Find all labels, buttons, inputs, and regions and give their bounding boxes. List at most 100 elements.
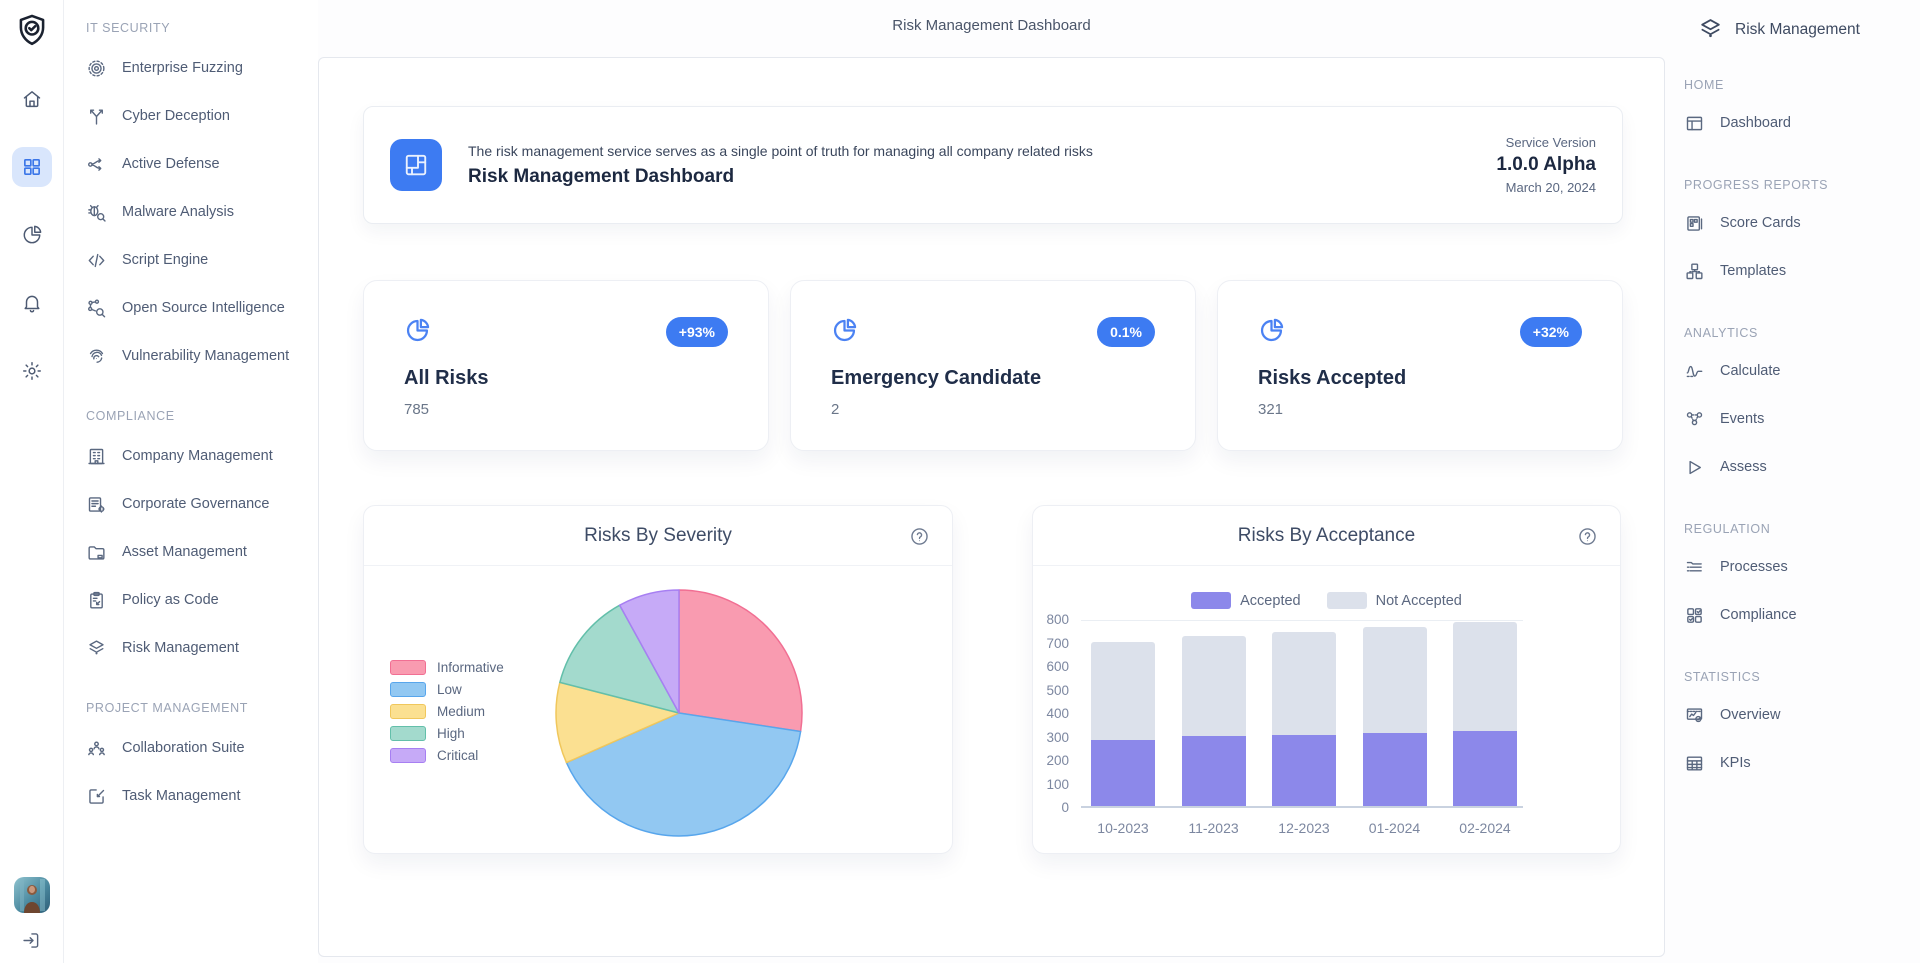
pie-legend-swatch bbox=[390, 682, 426, 697]
kpis-icon bbox=[1684, 753, 1705, 774]
sidebar-item-open-source-intelligence[interactable]: Open Source Intelligence bbox=[86, 284, 318, 332]
rail-button-gear[interactable] bbox=[12, 351, 52, 391]
target-icon bbox=[86, 58, 107, 79]
rightnav-item-templates[interactable]: Templates bbox=[1684, 247, 1920, 295]
rail-button-apps-grid[interactable] bbox=[11, 147, 52, 187]
sidebar-item-label: Task Management bbox=[122, 788, 241, 804]
pie-legend-item: Low bbox=[390, 682, 504, 697]
sidebar-item-label: Script Engine bbox=[122, 252, 209, 268]
rightnav-item-overview[interactable]: Overview bbox=[1684, 691, 1920, 739]
sidebar-item-cyber-deception[interactable]: Cyber Deception bbox=[86, 92, 318, 140]
pie-slice-high bbox=[559, 604, 680, 714]
help-icon[interactable] bbox=[909, 526, 930, 547]
bar-01-2024 bbox=[1362, 626, 1427, 806]
help-icon[interactable] bbox=[1577, 526, 1598, 547]
sidebar-item-risk-management[interactable]: Risk Management bbox=[86, 624, 318, 672]
avatar[interactable] bbox=[13, 877, 50, 913]
stat-value: 785 bbox=[404, 401, 430, 418]
sidebar-item-asset-management[interactable]: Asset Management bbox=[86, 528, 318, 576]
pie-legend-label: Medium bbox=[437, 704, 486, 719]
stat-title: Emergency Candidate bbox=[831, 367, 1042, 389]
sidebar-item-label: Collaboration Suite bbox=[122, 740, 245, 756]
sidebar-item-enterprise-fuzzing[interactable]: Enterprise Fuzzing bbox=[86, 44, 318, 92]
bar-segment-not-accepted bbox=[1091, 641, 1155, 741]
bar-chart-header: Risks By Acceptance bbox=[1033, 506, 1620, 566]
rightnav-section-label: REGULATION bbox=[1684, 522, 1771, 536]
rightnav-item-assess[interactable]: Assess bbox=[1684, 443, 1920, 491]
rail-button-home[interactable] bbox=[12, 79, 52, 119]
pie-chart-title: Risks By Severity bbox=[584, 524, 732, 546]
logout-button[interactable] bbox=[15, 923, 49, 957]
pie-chart-header: Risks By Severity bbox=[364, 506, 952, 566]
rightnav-item-label: Score Cards bbox=[1720, 215, 1801, 231]
sidebar-item-collaboration-suite[interactable]: Collaboration Suite bbox=[86, 724, 318, 772]
bar-y-tick-label: 200 bbox=[1046, 753, 1069, 768]
rightnav-item-dashboard[interactable]: Dashboard bbox=[1684, 99, 1920, 147]
rightnav-section: ANALYTICS Calculate Events Assess bbox=[1684, 325, 1920, 491]
bar-legend-item: Not Accepted bbox=[1326, 592, 1462, 609]
sidebar-item-company-management[interactable]: Company Management bbox=[86, 432, 318, 480]
bar-segment-not-accepted bbox=[1362, 626, 1427, 733]
bar-y-tick-label: 100 bbox=[1046, 776, 1069, 792]
rightnav-item-compliance[interactable]: Compliance bbox=[1684, 591, 1920, 639]
assess-icon bbox=[1684, 457, 1705, 478]
service-version-block: Service Version 1.0.0 Alpha March 20, 20… bbox=[1496, 135, 1596, 195]
pie-chart-icon bbox=[1258, 317, 1285, 344]
rightnav-item-label: Events bbox=[1720, 411, 1765, 427]
folder-icon bbox=[86, 542, 107, 563]
rightnav-item-kpis[interactable]: KPIs bbox=[1684, 739, 1920, 787]
pie-legend-label: Critical bbox=[437, 748, 479, 763]
bar-10-2023 bbox=[1091, 641, 1155, 806]
bar-x-tick-label: 02-2024 bbox=[1459, 820, 1511, 836]
sidebar-item-corporate-governance[interactable]: Corporate Governance bbox=[86, 480, 318, 528]
sidebar-item-label: Malware Analysis bbox=[122, 204, 235, 220]
bar-legend-swatch bbox=[1191, 592, 1232, 609]
pie-legend: Informative Low Medium High Critical bbox=[390, 660, 504, 770]
stats-row: +93% All Risks 785 0.1% Emergency Candidate 2… bbox=[363, 280, 1623, 451]
stat-card-all-risks: +93% All Risks 785 bbox=[363, 280, 769, 451]
hero-description: The risk management service serves as a … bbox=[468, 142, 1093, 159]
bar-legend-item: Accepted bbox=[1191, 592, 1301, 609]
logo-shield-icon bbox=[14, 12, 50, 48]
rightnav-item-score-cards[interactable]: Score Cards bbox=[1684, 199, 1920, 247]
rightnav-item-processes[interactable]: Processes bbox=[1684, 543, 1920, 591]
rightnav-item-label: Dashboard bbox=[1720, 115, 1791, 131]
rightnav-section: STATISTICS Overview KPIs bbox=[1684, 669, 1920, 787]
stat-card-risks-accepted: +32% Risks Accepted 321 bbox=[1217, 280, 1623, 451]
hero-card: The risk management service serves as a … bbox=[363, 106, 1623, 224]
score-cards-icon bbox=[1684, 213, 1705, 234]
bar-segment-accepted bbox=[1362, 732, 1427, 806]
layers-eye-icon bbox=[1697, 16, 1724, 43]
sidebar-item-active-defense[interactable]: Active Defense bbox=[86, 140, 318, 188]
sidebar-item-vulnerability-management[interactable]: Vulnerability Management bbox=[86, 332, 318, 380]
sidebar-item-label: Policy as Code bbox=[122, 592, 219, 608]
sidebar-item-script-engine[interactable]: Script Engine bbox=[86, 236, 318, 284]
pie-chart-body: Informative Low Medium High Critical bbox=[364, 566, 952, 853]
document-gear-icon bbox=[86, 494, 107, 515]
icon-rail bbox=[0, 0, 64, 963]
pie-slice-medium bbox=[555, 681, 680, 764]
sidebar-item-malware-analysis[interactable]: Malware Analysis bbox=[86, 188, 318, 236]
service-version-value: 1.0.0 Alpha bbox=[1496, 154, 1596, 175]
rightnav-item-label: Templates bbox=[1720, 263, 1787, 279]
hero-title: Risk Management Dashboard bbox=[468, 165, 735, 187]
rightnav-item-events[interactable]: Events bbox=[1684, 395, 1920, 443]
logout-icon bbox=[21, 930, 42, 951]
pie-legend-label: Low bbox=[437, 682, 462, 697]
sidebar-section-label: PROJECT MANAGEMENT bbox=[86, 701, 248, 715]
sidebar-section-label: COMPLIANCE bbox=[86, 409, 175, 423]
rail-button-bell[interactable] bbox=[12, 283, 52, 323]
pie-slice-low bbox=[565, 712, 802, 837]
sidebar-item-policy-as-code[interactable]: Policy as Code bbox=[86, 576, 318, 624]
rightnav-section-label: STATISTICS bbox=[1684, 670, 1761, 684]
stat-value: 321 bbox=[1258, 401, 1284, 418]
page-title: Risk Management Dashboard bbox=[892, 17, 1091, 34]
bar-segment-accepted bbox=[1453, 730, 1517, 806]
stat-badge: +32% bbox=[1519, 317, 1582, 347]
pie-chart-icon bbox=[21, 224, 43, 246]
rightnav-section-label: ANALYTICS bbox=[1684, 326, 1758, 340]
templates-icon bbox=[1684, 261, 1705, 282]
rightnav-item-calculate[interactable]: Calculate bbox=[1684, 347, 1920, 395]
rail-button-pie-chart[interactable] bbox=[12, 215, 52, 255]
sidebar-item-task-management[interactable]: Task Management bbox=[86, 772, 318, 820]
